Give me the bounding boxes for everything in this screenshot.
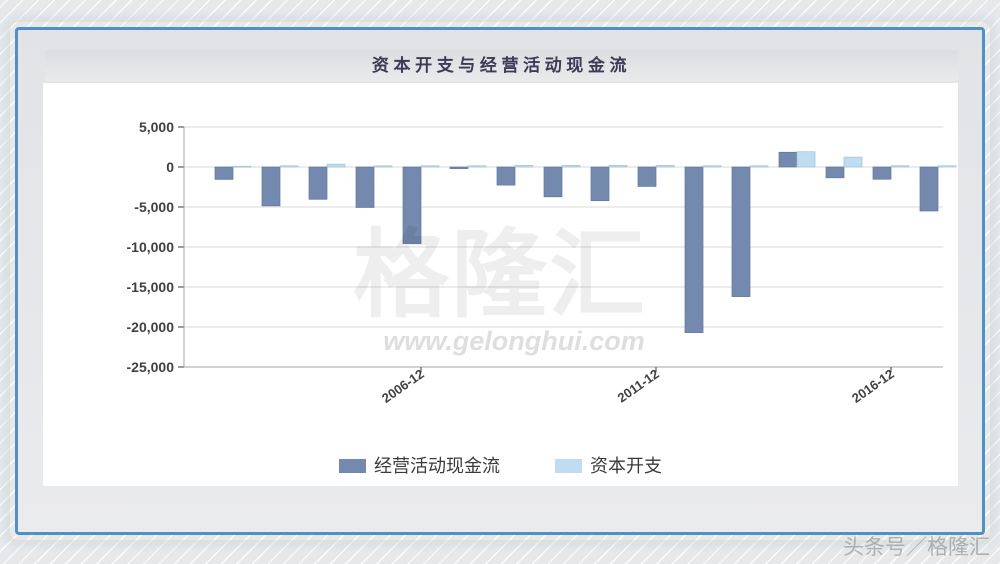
svg-text:0: 0 (166, 159, 174, 175)
svg-text:2016-12: 2016-12 (849, 366, 897, 406)
svg-text:-15,000: -15,000 (127, 279, 175, 295)
svg-text:-25,000: -25,000 (127, 359, 175, 375)
svg-text:5,000: 5,000 (139, 119, 174, 135)
svg-text:-10,000: -10,000 (127, 239, 175, 255)
svg-text:-5,000: -5,000 (134, 199, 174, 215)
svg-text:2011-12: 2011-12 (615, 366, 662, 405)
svg-text:2006-12: 2006-12 (379, 366, 427, 406)
svg-text:-20,000: -20,000 (127, 319, 175, 335)
